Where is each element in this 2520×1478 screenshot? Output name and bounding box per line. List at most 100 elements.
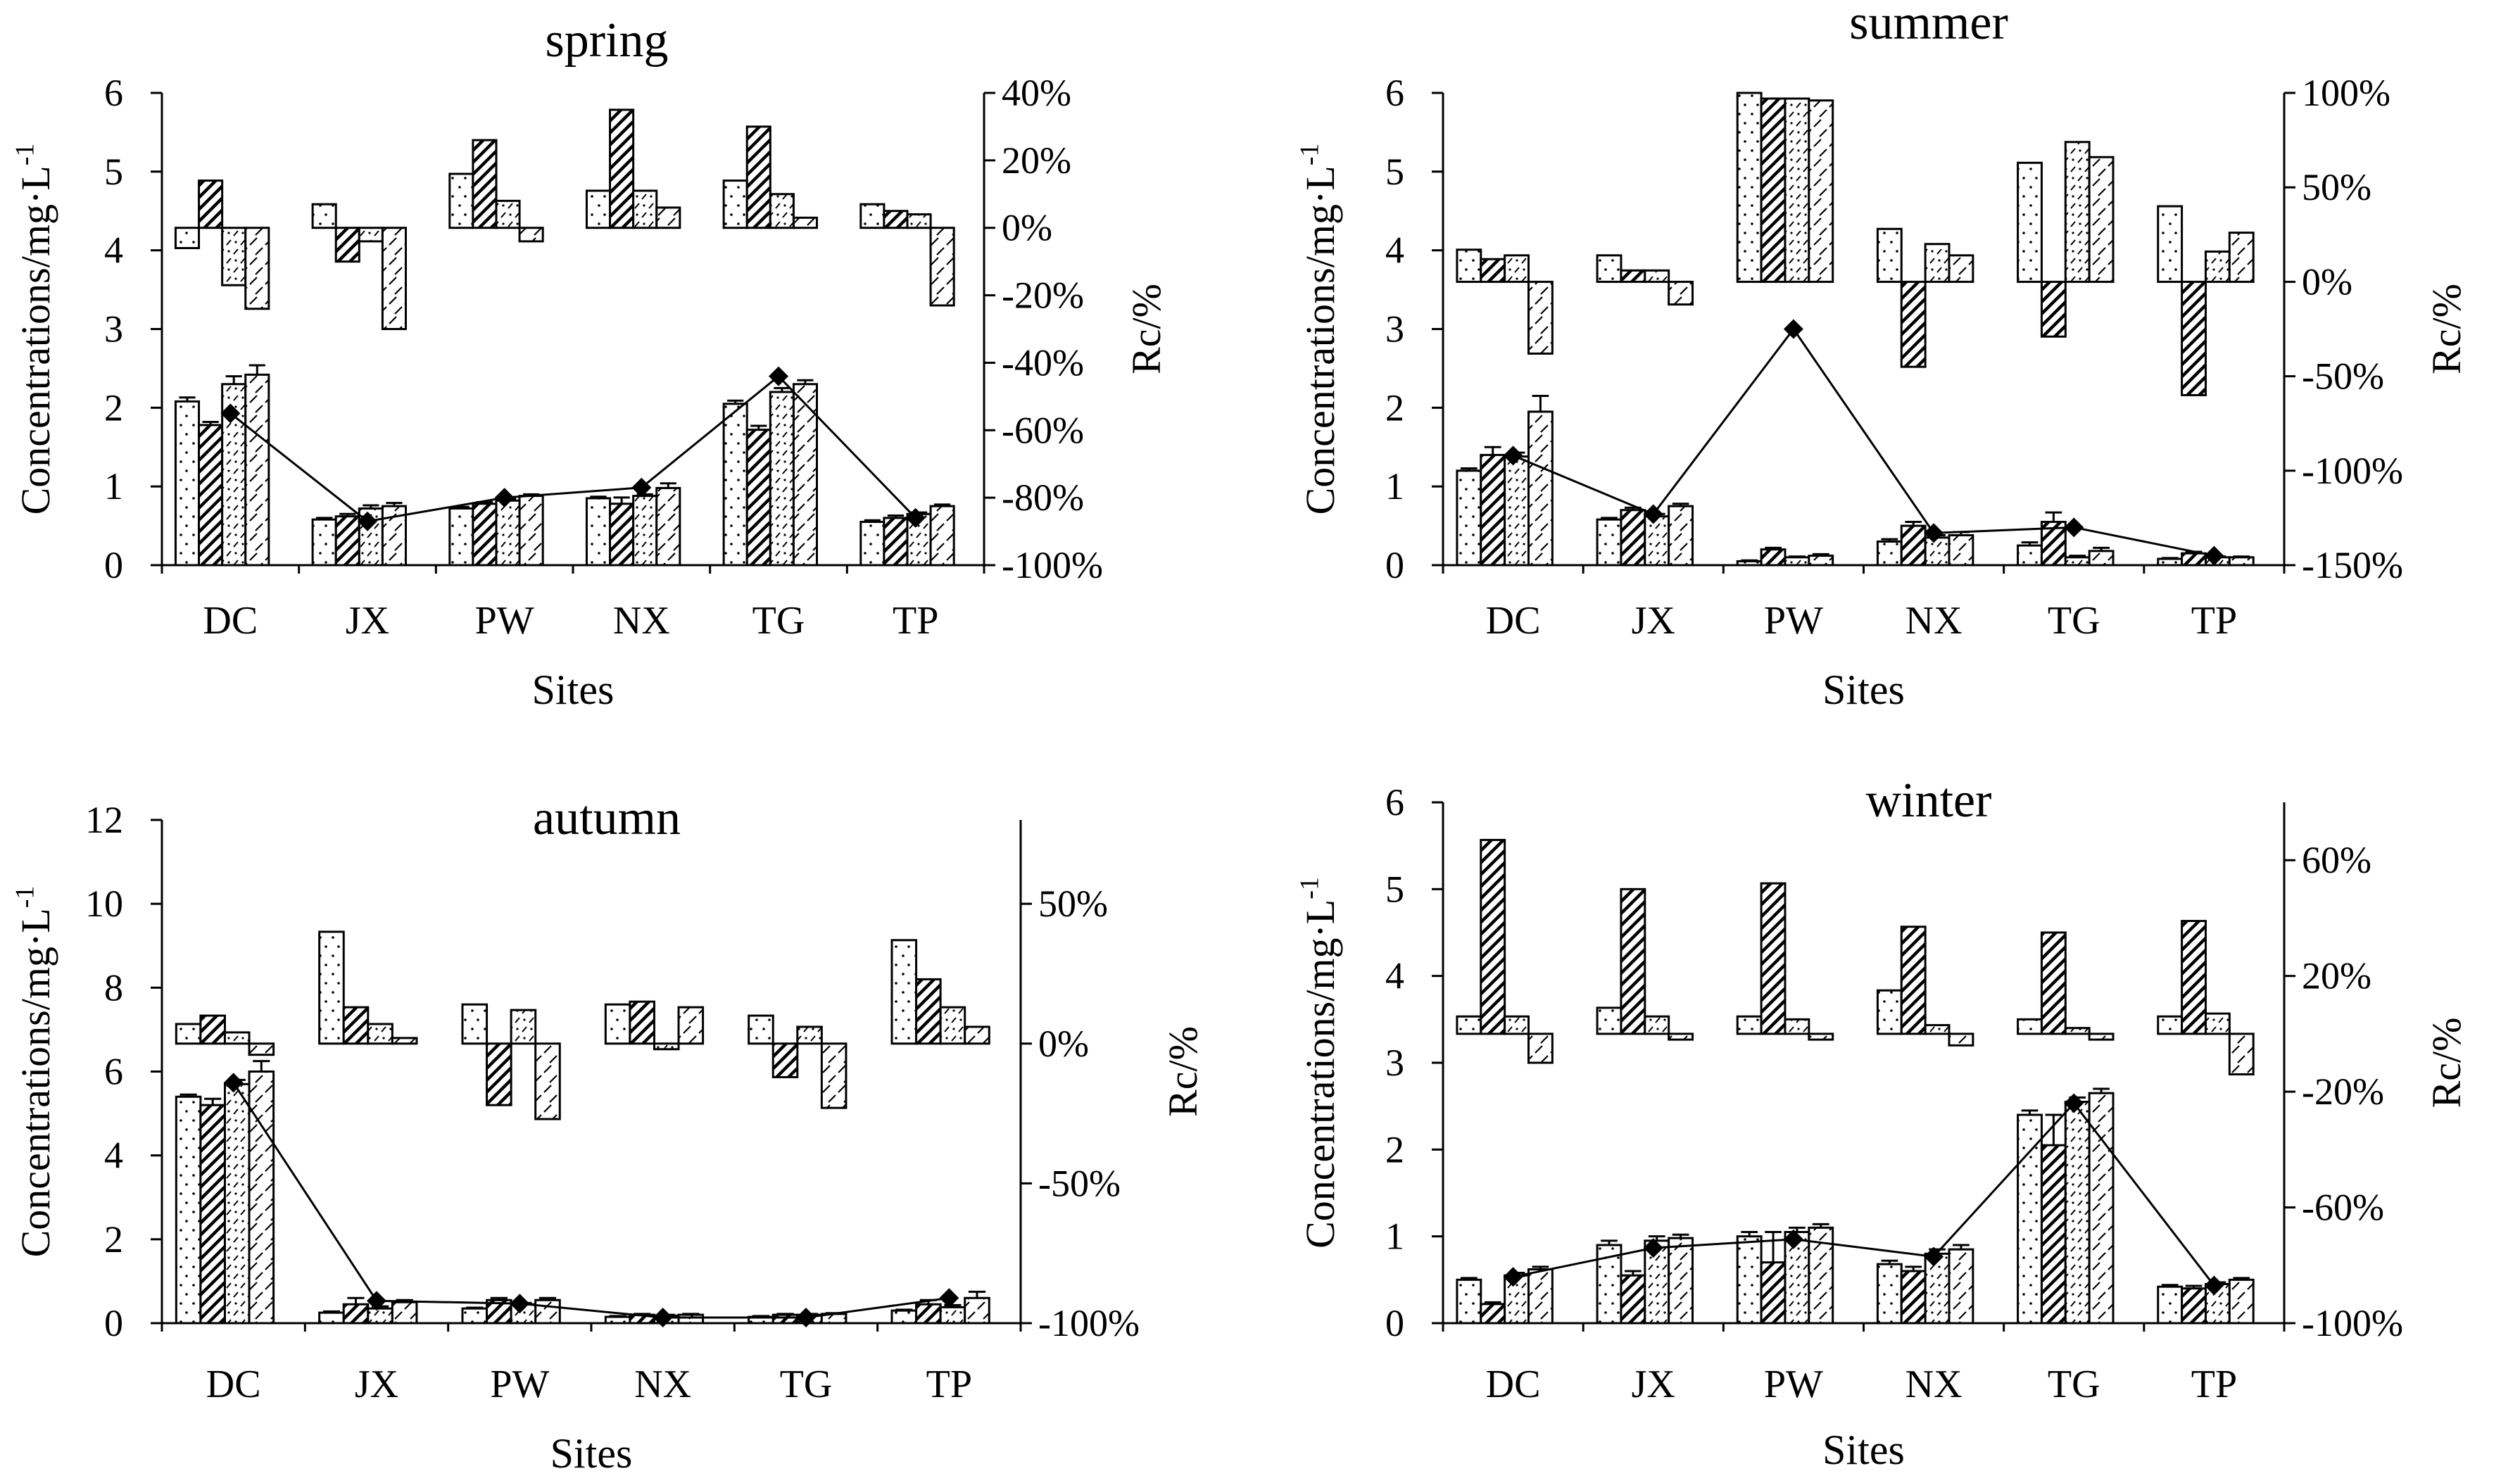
- y2-tick-label: 50%: [1038, 883, 1108, 925]
- y-axis-label: Concentrations/mg·L-1: [1295, 877, 1343, 1249]
- x-tick-label: TP: [926, 1363, 972, 1406]
- y-tick-label: 3: [1385, 308, 1404, 350]
- concentration-bar: [1924, 1252, 1951, 1325]
- chart-title: summer: [1849, 0, 2008, 50]
- concentration-bar: [1808, 555, 1834, 567]
- rc-bar: [1527, 1032, 1554, 1064]
- rc-bar: [677, 1006, 705, 1045]
- y-tick-label: 4: [104, 229, 123, 272]
- concentration-bar: [518, 495, 544, 567]
- rc-bar: [722, 179, 748, 229]
- rc-bar: [1948, 254, 1974, 283]
- x-tick-label: JX: [1632, 599, 1675, 643]
- rc-bar: [653, 1042, 680, 1051]
- rc-bar: [792, 216, 819, 229]
- concentration-bar: [890, 1309, 918, 1325]
- y-tick-label: 4: [1385, 229, 1404, 272]
- x-tick-label: NX: [1905, 599, 1963, 643]
- rc-bar: [745, 125, 771, 229]
- rc-bar: [1644, 269, 1670, 283]
- y2-axis-label: Rc/%: [1123, 284, 1169, 374]
- y-axis-label-sup: -1: [1295, 144, 1325, 166]
- concentration-bar: [244, 373, 270, 567]
- rc-bar: [1784, 97, 1810, 283]
- concentration-bar: [342, 1303, 370, 1325]
- concentration-bar: [1900, 1270, 1927, 1325]
- concentration-bar: [655, 486, 681, 567]
- rc-bar: [342, 1006, 370, 1045]
- concentration-bar: [1784, 1231, 1810, 1325]
- concentration-bar: [223, 1082, 251, 1325]
- rc-bar: [1760, 97, 1787, 283]
- y2-tick-label: 0%: [1002, 207, 1052, 249]
- rc-bar: [939, 1006, 966, 1045]
- panel-spring: 0 1 2 3 4 5 6 -100% -80% -60% -40% -20% 0% 20% 40% DC JX…: [11, 13, 1169, 713]
- rc-bar: [2157, 1015, 2184, 1035]
- concentration-bar: [1668, 505, 1694, 567]
- y-tick-label: 1: [1385, 465, 1404, 507]
- concentration-bar: [2181, 1287, 2207, 1325]
- concentration-bar: [1760, 548, 1787, 567]
- rc-bar: [472, 139, 498, 229]
- x-tick-label: TG: [780, 1363, 833, 1406]
- x-axis-label: Sites: [1822, 667, 1905, 713]
- x-tick-label: TP: [2191, 1363, 2237, 1406]
- y-tick-label: 5: [1385, 868, 1404, 910]
- concentration-bar: [792, 383, 819, 567]
- y2-tick-label: -100%: [1002, 544, 1103, 586]
- y2-tick-label: -60%: [1002, 409, 1084, 451]
- y2-tick-label: 50%: [2302, 166, 2371, 208]
- concentration-bar: [311, 518, 337, 567]
- concentration-bar: [745, 429, 771, 567]
- concentration-bar: [2017, 1113, 2043, 1325]
- panel-summer: 0 1 2 3 4 5 6 -150% -100% -50% 0% 50% 100% DC JX PW NX TG…: [1295, 0, 2469, 713]
- rc-bar: [1784, 1018, 1810, 1035]
- rc-bar: [1504, 1015, 1530, 1035]
- rc-bar: [2157, 205, 2184, 283]
- x-tick-label: DC: [203, 599, 258, 643]
- rc-bar: [1948, 1032, 1974, 1047]
- y-tick-label: 2: [1385, 386, 1404, 429]
- concentration-bar: [1876, 540, 1903, 567]
- concentration-bar: [939, 1306, 966, 1325]
- rc-point: [2204, 1275, 2224, 1296]
- rc-bar: [585, 189, 612, 229]
- concentration-bar: [1736, 560, 1763, 567]
- y-tick-label: 1: [104, 465, 123, 507]
- concentration-bar: [1620, 1274, 1646, 1325]
- y2-tick-label: -80%: [1002, 476, 1084, 519]
- x-tick-label: PW: [1764, 1363, 1823, 1406]
- y-tick-label: 10: [85, 883, 123, 925]
- concentration-bar: [2064, 1101, 2091, 1325]
- rc-bar: [1808, 1032, 1834, 1041]
- concentration-bar: [174, 400, 201, 567]
- y-tick-label: 6: [104, 1051, 123, 1093]
- rc-bar: [175, 1023, 202, 1045]
- concentration-bar: [367, 1307, 393, 1325]
- concentration-bar: [1948, 534, 1974, 567]
- y2-tick-label: -150%: [2302, 544, 2403, 586]
- rc-point: [905, 507, 926, 528]
- concentration-bar: [609, 503, 635, 567]
- rc-bar: [629, 1000, 655, 1045]
- concentration-bar: [1504, 455, 1530, 567]
- rc-bar: [2017, 1018, 2043, 1035]
- x-tick-label: DC: [1486, 1363, 1541, 1406]
- rc-bar: [2181, 920, 2207, 1035]
- rc-bar: [964, 1025, 990, 1045]
- rc-bar: [771, 1042, 799, 1078]
- y2-axis-label: Rc/%: [2424, 284, 2469, 374]
- rc-bar: [244, 227, 270, 310]
- y-tick-label: 2: [104, 1218, 123, 1261]
- rc-bar: [1480, 838, 1506, 1035]
- y-axis-label-main: Concentrations/mg·L: [1297, 899, 1343, 1249]
- rc-bar: [1736, 91, 1763, 283]
- rc-point: [367, 1291, 386, 1311]
- x-tick-label: TG: [752, 599, 805, 643]
- rc-line: [1513, 1101, 2215, 1287]
- y-tick-label: 5: [1385, 151, 1404, 193]
- concentration-bar: [1527, 410, 1554, 567]
- x-axis-label: Sites: [1822, 1427, 1905, 1473]
- x-tick-label: DC: [1486, 599, 1541, 643]
- concentration-bar: [198, 424, 224, 567]
